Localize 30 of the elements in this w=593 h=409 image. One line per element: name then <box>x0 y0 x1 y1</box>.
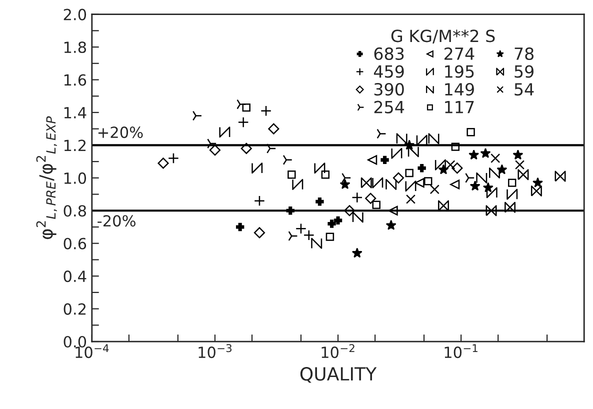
legend-title: G KG/M**2 S <box>391 30 495 44</box>
legend-label: 117 <box>445 101 474 114</box>
annotation: -20% <box>98 215 136 227</box>
legend-label: 195 <box>445 65 474 78</box>
legend-label: 54 <box>514 83 534 96</box>
y-tick-label: 1.8 <box>64 42 86 54</box>
legend-label: 459 <box>374 65 404 78</box>
legend-label: 390 <box>374 83 404 96</box>
legend-label: 254 <box>374 100 404 114</box>
legend-label: 59 <box>514 65 534 78</box>
y-tick-label: 0.0 <box>64 336 86 348</box>
legend-label: 149 <box>445 83 474 96</box>
annotation: +20% <box>98 126 143 138</box>
x-axis-title: QUALITY <box>300 367 377 383</box>
y-tick-label: 1.4 <box>64 107 86 118</box>
y-tick-label: 1.0 <box>64 172 86 184</box>
x-tick-label: 10$^{−1}$ <box>444 344 478 358</box>
y-tick-label: 0.8 <box>64 205 86 217</box>
x-tick-label: 10$^{−2}$ <box>322 344 354 358</box>
y-axis-title: φ$^{2}$$_{L,PRE}$/φ$^{2}$$_{L,EXP}$ <box>36 116 57 240</box>
y-tick-label: 0.4 <box>64 270 86 282</box>
legend-label: 683 <box>374 47 404 60</box>
x-tick-label: 10$^{−3}$ <box>198 344 232 358</box>
y-tick-label: 0.6 <box>64 238 86 250</box>
y-tick-label: 1.6 <box>64 74 86 86</box>
y-tick-label: 0.2 <box>64 303 86 315</box>
y-tick-label: 2.0 <box>64 8 86 20</box>
y-tick-label: 1.2 <box>64 140 86 151</box>
legend-label: 78 <box>514 47 534 60</box>
legend-label: 274 <box>444 47 474 60</box>
